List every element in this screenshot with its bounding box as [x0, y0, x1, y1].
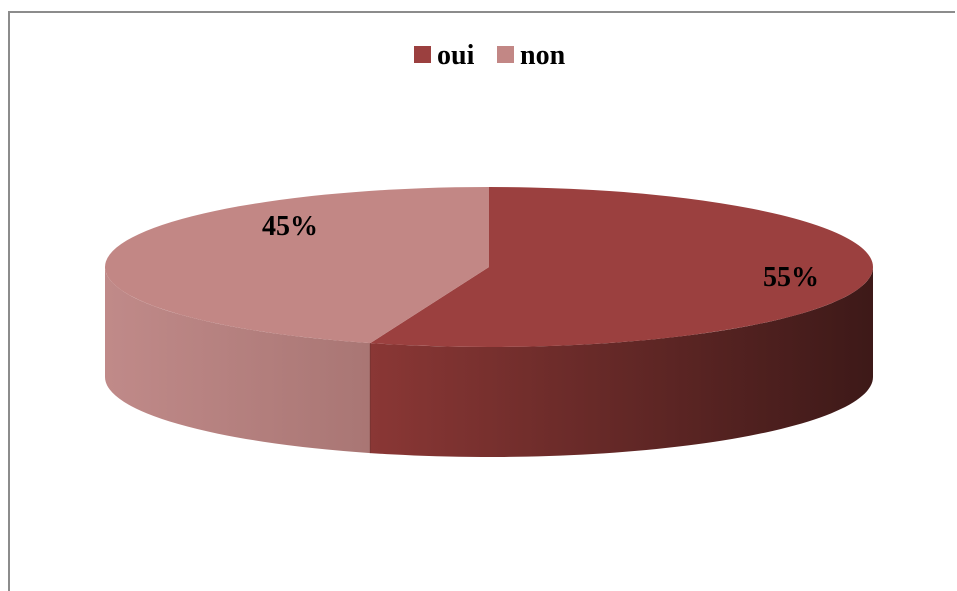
pie-slice-non	[105, 187, 490, 344]
data-label-oui: 55%	[763, 262, 819, 293]
legend-label-oui: oui	[437, 40, 475, 71]
legend-swatch-non	[497, 46, 514, 63]
legend-label-non: non	[520, 40, 566, 71]
pie-plot	[105, 187, 874, 457]
legend-swatch-oui	[414, 46, 431, 63]
data-label-non: 45%	[262, 211, 318, 242]
pie-side-oui	[370, 267, 873, 457]
pie-side-non	[105, 267, 371, 454]
pie-slice-oui	[370, 187, 874, 348]
legend: oui non	[414, 40, 566, 71]
